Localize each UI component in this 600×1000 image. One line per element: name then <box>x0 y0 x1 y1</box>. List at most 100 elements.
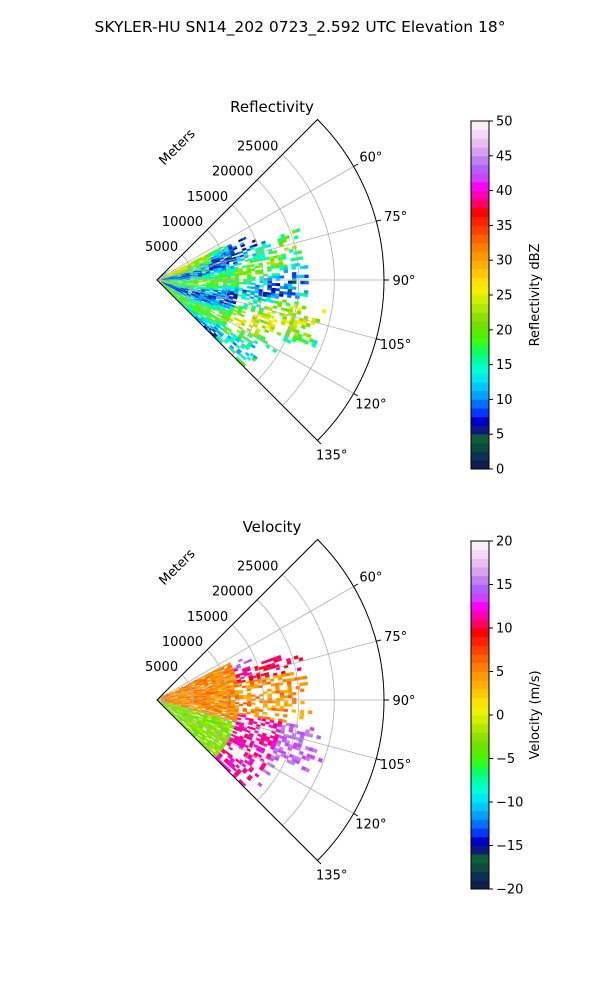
field-cell <box>226 700 232 703</box>
angle-tick-label: 90° <box>392 694 415 709</box>
field-cell <box>231 312 237 316</box>
field-cell <box>299 715 304 720</box>
field-cell <box>246 776 252 782</box>
field-cell <box>288 280 293 284</box>
field-cell <box>241 769 247 775</box>
field-cell <box>250 356 257 362</box>
field-cell <box>239 313 245 318</box>
field-cell <box>263 705 268 708</box>
field-cell <box>245 293 251 297</box>
field-cell <box>299 688 305 693</box>
field-cell <box>268 724 274 729</box>
field-cell <box>265 299 271 303</box>
field-cell <box>233 309 238 313</box>
field-cell <box>181 278 187 280</box>
colorbar-tick-label: 15 <box>496 358 513 373</box>
field-cell <box>247 725 252 730</box>
field-cell <box>251 694 256 697</box>
grid-spoke <box>156 699 354 814</box>
colorbar-swatch <box>471 416 489 426</box>
field-cell <box>246 668 252 672</box>
colorbar-swatch <box>471 147 489 157</box>
colorbar-tick-label: 20 <box>496 323 513 338</box>
field-cell <box>237 262 242 266</box>
field-cell <box>269 299 275 304</box>
field-cell <box>206 697 211 700</box>
field-cell <box>230 700 236 703</box>
field-cell <box>302 675 308 680</box>
field-cell <box>226 280 232 283</box>
field-cell <box>287 692 293 696</box>
radial-tick-label: 10000 <box>162 215 203 230</box>
field-cell <box>280 307 286 312</box>
reflectivity-angle-ticks: 60° 75° 90° 105° 120° 135° <box>316 151 415 464</box>
field-cell <box>307 710 313 715</box>
field-cell <box>267 278 273 281</box>
field-cell <box>243 696 248 699</box>
field-cell <box>265 770 271 776</box>
field-cell <box>283 286 289 290</box>
field-cell <box>222 664 228 668</box>
field-cell <box>291 266 297 270</box>
field-cell <box>279 690 285 694</box>
field-cell <box>232 296 238 300</box>
field-cell <box>285 722 291 727</box>
field-cell <box>265 716 271 721</box>
colorbar-tick-label: 10 <box>496 622 513 637</box>
field-cell <box>201 284 207 287</box>
colorbar-swatch <box>471 749 489 759</box>
field-cell <box>207 682 213 686</box>
field-cell <box>193 287 198 290</box>
field-cell <box>246 704 252 707</box>
field-cell <box>298 750 304 756</box>
field-cell <box>253 714 259 718</box>
colorbar-swatch <box>471 390 489 400</box>
field-cell <box>260 722 266 727</box>
velocity-radial-ticks: 5000 10000 15000 20000 25000 <box>145 560 278 675</box>
field-cell <box>296 310 302 315</box>
field-cell <box>268 328 274 333</box>
field-cell <box>271 700 277 704</box>
colorbar-swatch <box>471 442 489 452</box>
field-cell <box>255 271 260 275</box>
field-cell <box>310 754 316 760</box>
field-cell <box>242 265 247 269</box>
colorbar-swatch <box>471 216 489 226</box>
field-cell <box>271 348 278 354</box>
colorbar-swatch <box>471 408 489 418</box>
field-cell <box>271 273 277 277</box>
field-cell <box>243 744 249 749</box>
field-cell <box>317 757 324 763</box>
field-cell <box>185 697 191 699</box>
field-cell <box>321 309 327 314</box>
colorbar-swatch <box>471 347 489 357</box>
radial-tick-label: 25000 <box>237 140 278 155</box>
colorbar-swatch <box>471 775 489 785</box>
field-cell <box>303 293 309 298</box>
field-cell <box>257 753 263 759</box>
field-cell <box>278 293 284 297</box>
field-cell <box>269 315 275 319</box>
colorbar-swatch <box>471 173 489 183</box>
field-cell <box>312 748 318 754</box>
field-cell <box>185 283 191 285</box>
field-cell <box>234 696 240 700</box>
field-cell <box>279 692 285 696</box>
angle-tick-label: 75° <box>384 630 407 645</box>
field-cell <box>240 257 246 262</box>
grid-spoke <box>156 699 377 760</box>
field-cell <box>284 247 290 252</box>
sector-frame <box>156 538 385 862</box>
field-cell <box>250 292 255 296</box>
field-cell <box>166 269 171 273</box>
field-cell <box>223 339 229 344</box>
field-cell <box>300 274 305 279</box>
field-cell <box>290 677 296 682</box>
field-cell <box>275 703 281 707</box>
colorbar-swatch <box>471 312 489 322</box>
field-cell <box>305 322 311 328</box>
colorbar-swatch <box>471 295 489 305</box>
colorbar-swatch <box>471 741 489 751</box>
field-cell <box>262 682 267 686</box>
angle-tick-mark <box>353 163 359 167</box>
